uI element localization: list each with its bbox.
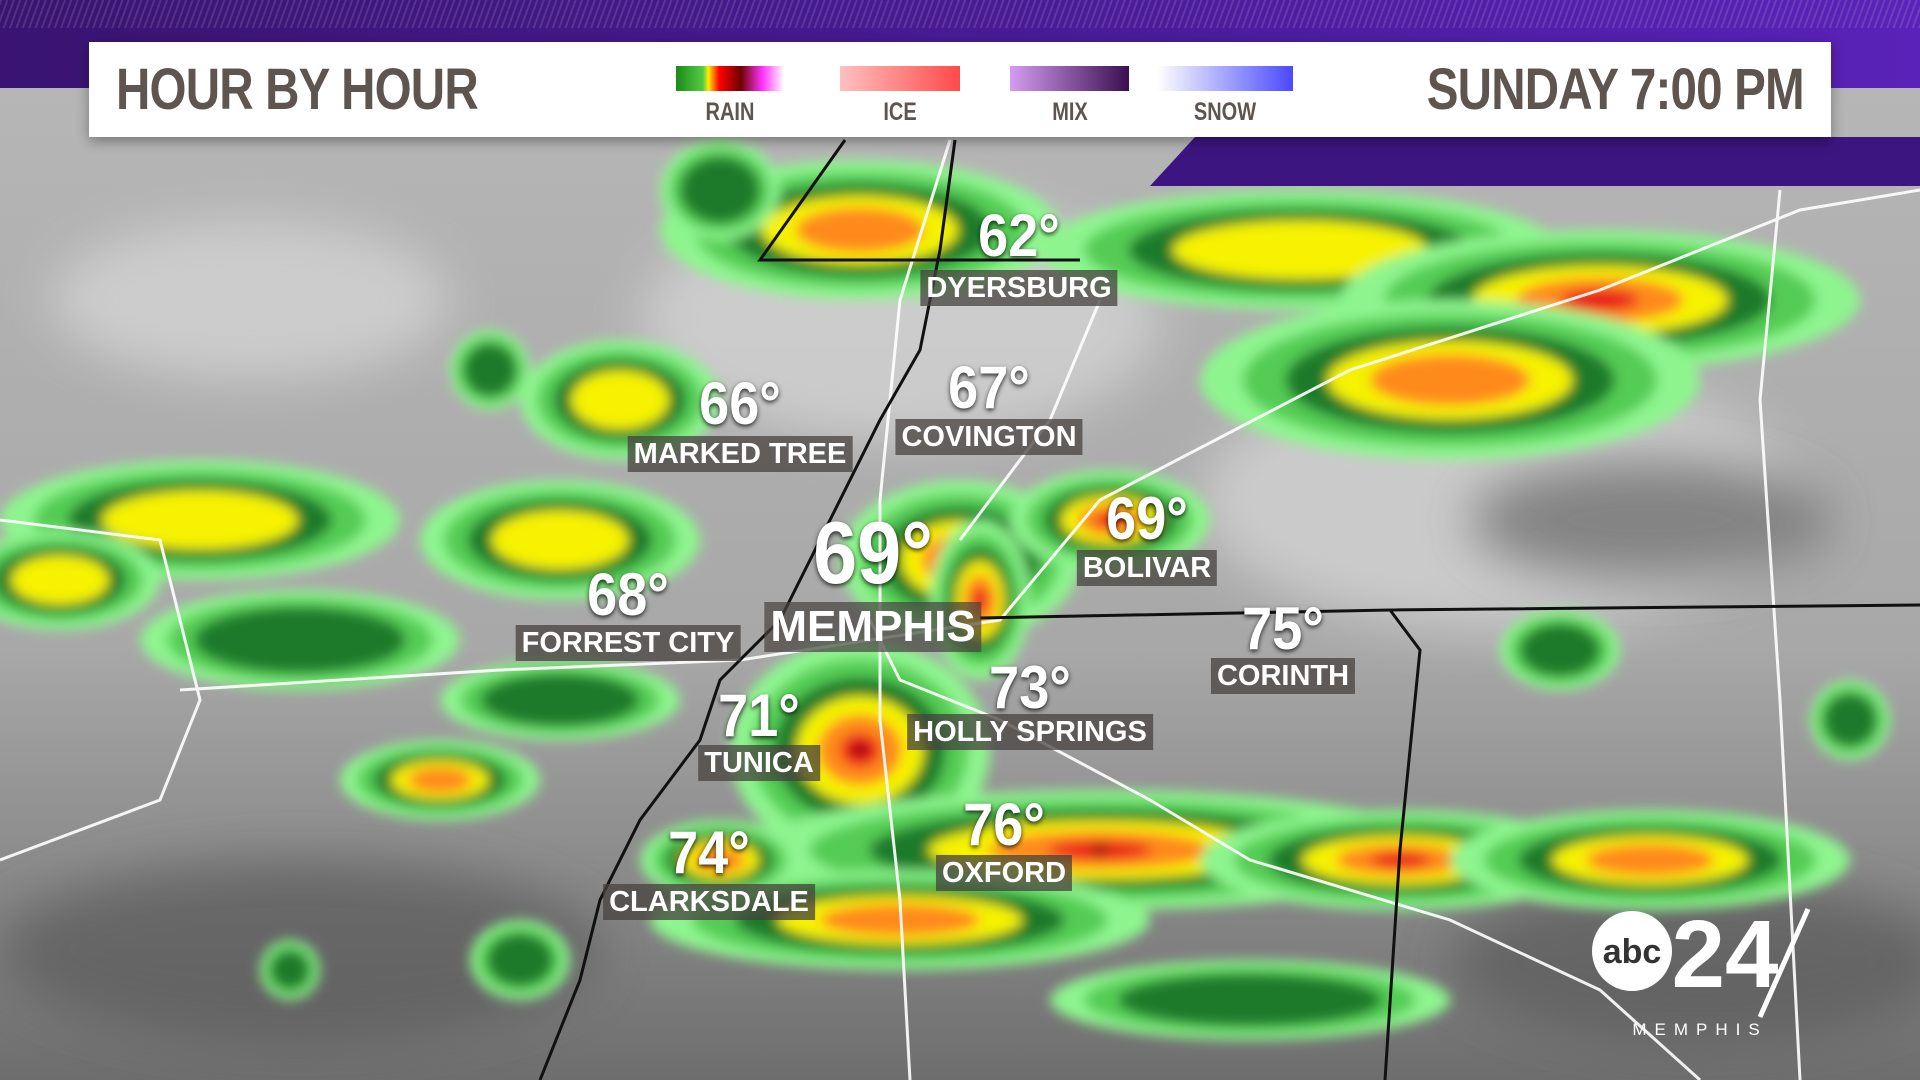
temperature-holly-springs: 73° [989,654,1071,721]
temperature-corinth: 75° [1242,595,1324,662]
logo-city: MEMPHIS [1632,1020,1767,1039]
radar-cell [408,767,472,793]
radar-cell [1586,844,1714,876]
page-title: HOUR BY HOUR [116,57,479,122]
temperature-memphis: 69° [813,503,933,602]
radar-cell [487,933,553,987]
city-temp-bolivar: 69° [1102,489,1193,549]
city-temp-tunica: 71° [714,686,805,746]
temperature-oxford: 76° [963,791,1045,858]
radar-cell [11,555,109,605]
city-temp-dyersburg: 62° [974,206,1065,266]
radar-cell [480,673,640,727]
radar-cell [1095,512,1125,528]
city-label-marked-tree: MARKED TREE [627,436,853,472]
city-label-memphis: MEMPHIS [764,602,982,652]
temperature-bolivar: 69° [1106,485,1188,552]
radar-cell [852,744,868,756]
city-label-oxford: OXFORD [935,855,1073,891]
logo-network: abc [1603,933,1662,971]
city-label-clarksdale: CLARKSDALE [603,884,815,920]
city-temp-clarksdale: 74° [664,823,755,883]
temperature-dyersburg: 62° [978,202,1060,269]
radar-cell [694,847,746,873]
city-label-holly-springs: HOLLY SPRINGS [907,714,1153,750]
legend-label-mix: MIX [1051,98,1088,126]
legend-swatch-ice [840,66,960,91]
city-temp-oxford: 76° [959,795,1050,855]
city-temp-marked-tree: 66° [695,374,786,434]
radar-cell [1520,623,1600,677]
legend-label-ice: ICE [883,98,917,126]
radar-cell [463,343,517,397]
city-label-bolivar: BOLIVAR [1076,550,1218,586]
radar-cell [491,510,629,570]
city-temp-covington: 67° [944,358,1035,418]
radar-cell [102,490,298,550]
temperature-clarksdale: 74° [668,819,750,886]
legend-swatch-snow [1157,66,1293,91]
forecast-time: SUNDAY 7:00 PM [1426,57,1805,122]
radar-cell [1118,973,1382,1027]
city-label-forrest-city: FORREST CITY [515,625,741,661]
temperature-marked-tree: 66° [699,370,781,437]
station-logo: abc 24 MEMPHIS [1590,901,1830,1045]
radar-cell [1092,844,1108,856]
radar-cell [1370,354,1530,406]
legend-label-rain: RAIN [705,98,755,126]
legend-label-snow: SNOW [1193,98,1257,126]
city-temp-forrest-city: 68° [583,565,674,625]
city-label-covington: COVINGTON [895,419,1083,455]
city-label-dyersburg: DYERSBURG [920,270,1118,306]
radar-cell [571,370,669,430]
header-accent-panel [1150,137,1920,186]
state-borders [538,139,1920,1080]
legend-swatch-rain [676,66,784,91]
header-bar: HOUR BY HOUR RAIN ICE MIX SNOW SUNDAY 7:00 … [89,42,1831,137]
temperature-covington: 67° [948,354,1030,421]
radar-cell [194,607,406,673]
city-label-tunica: TUNICA [698,745,820,781]
city-temp-memphis: 69° [806,509,939,597]
radar-cell [680,157,760,223]
logo-channel: 24 [1672,905,1779,1008]
city-label-corinth: CORINTH [1210,658,1356,694]
city-temp-corinth: 75° [1238,599,1329,659]
radar-cell [270,950,310,990]
radar-cell [796,207,924,253]
legend-swatch-mix [1010,66,1129,91]
radar-cell [1172,220,1428,280]
radar-cell [1823,693,1877,747]
temperature-forrest-city: 68° [587,561,669,628]
temperature-tunica: 71° [718,682,800,749]
city-temp-holly-springs: 73° [985,658,1076,718]
